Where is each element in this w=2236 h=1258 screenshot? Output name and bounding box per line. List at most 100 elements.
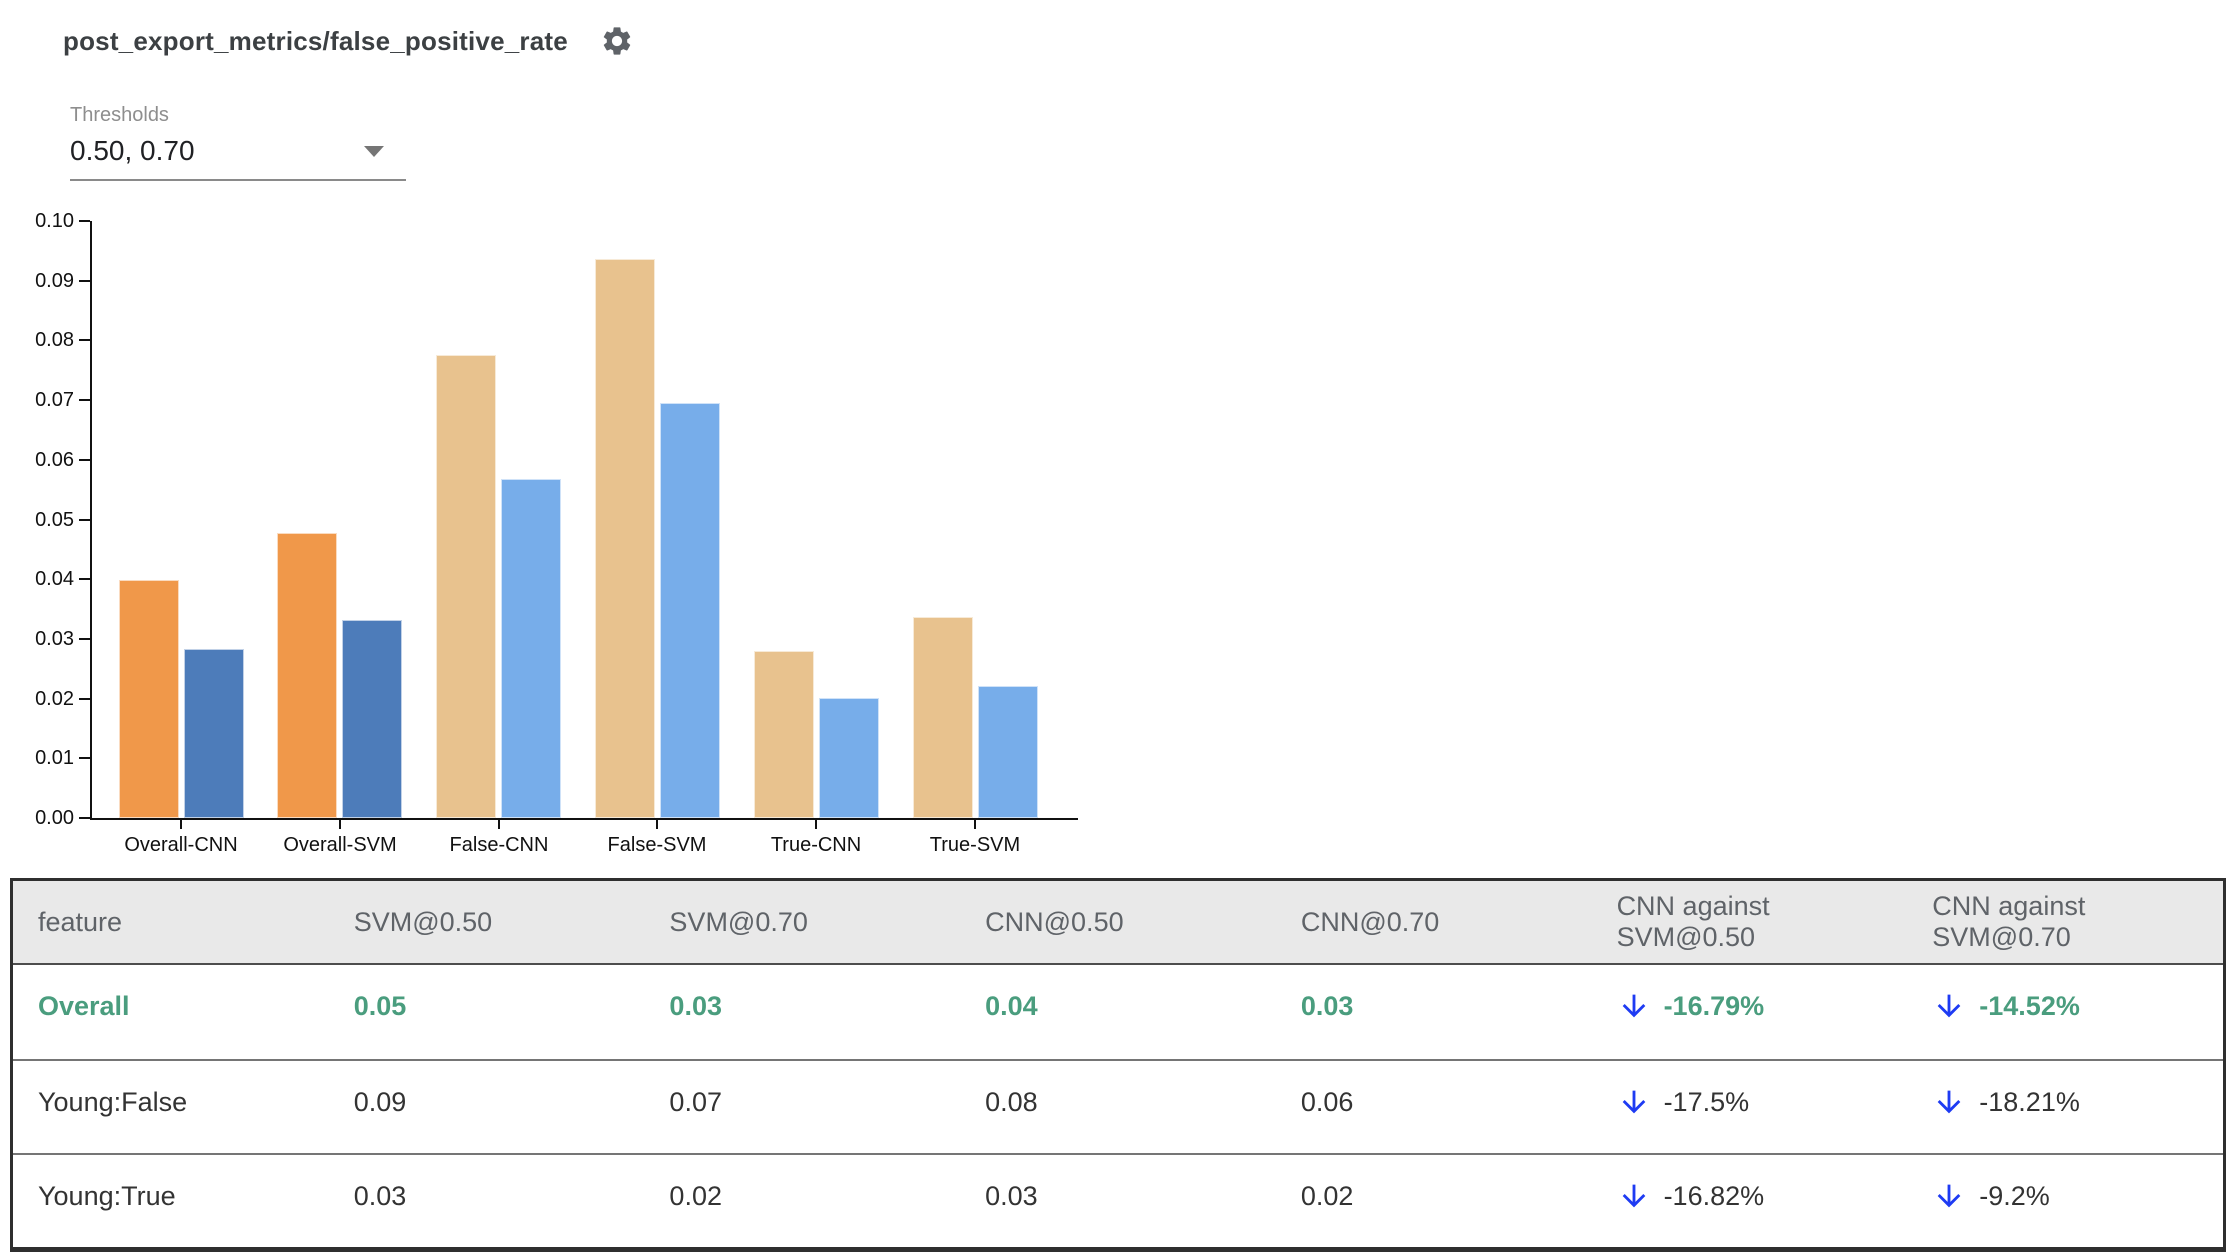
y-axis-tick-mark xyxy=(79,637,90,640)
y-axis-tick-label: 0.09 xyxy=(35,269,74,292)
bar-False-CNN-threshold-0.50[interactable] xyxy=(436,355,496,818)
arrow-down-icon xyxy=(1622,1090,1645,1114)
thresholds-label: Thresholds xyxy=(70,104,169,126)
header: post_export_metrics/false_positive_rate xyxy=(63,24,634,58)
x-axis-tick-mark xyxy=(180,820,182,829)
y-axis-tick-label: 0.05 xyxy=(35,508,74,531)
feature-cell: Young:True xyxy=(38,1181,176,1211)
bar-True-SVM-threshold-0.70[interactable] xyxy=(978,686,1038,818)
delta-cell: -16.82% xyxy=(1592,1155,1908,1247)
col-header-feature: feature xyxy=(38,906,123,937)
arrow-down-icon xyxy=(1937,1184,1961,1208)
x-axis-tick-mark xyxy=(815,820,817,829)
value-cell: 0.09 xyxy=(353,1087,407,1117)
x-axis-category-label: Overall-SVM xyxy=(283,834,397,856)
x-axis-tick-mark xyxy=(656,820,658,829)
feature-cell: Overall xyxy=(38,991,130,1021)
y-axis-tick-mark xyxy=(79,399,90,402)
feature-cell: Young:False xyxy=(38,1087,188,1117)
col-header-cnn-vs-svm-070: CNN against SVM@0.70 xyxy=(1932,891,2086,952)
y-axis-tick-label: 0.06 xyxy=(35,448,74,471)
value-cell: 0.02 xyxy=(669,1181,722,1211)
delta-value: -16.79% xyxy=(1663,991,1765,1021)
delta-cell: -17.5% xyxy=(1592,1061,1908,1153)
y-axis-tick-label: 0.07 xyxy=(35,389,74,412)
x-axis-line xyxy=(90,818,1078,820)
delta-value: -18.21% xyxy=(1979,1087,2080,1117)
y-axis-tick-mark xyxy=(79,817,90,819)
x-axis-category-label: False-SVM xyxy=(607,834,707,856)
y-axis-tick-mark xyxy=(79,757,90,760)
col-header-cnn-vs-svm-050: CNN against SVM@0.50 xyxy=(1616,891,1770,952)
y-axis-tick-mark xyxy=(79,458,90,461)
y-axis-tick-label: 0.10 xyxy=(35,210,74,232)
arrow-down-icon xyxy=(1622,994,1645,1018)
table-row-young-false: Young:False 0.09 0.07 0.08 0.06 -17.5% -… xyxy=(13,1059,2223,1153)
col-header-cnn-070: CNN@0.70 xyxy=(1300,906,1440,937)
gear-icon xyxy=(603,27,631,55)
thresholds-value: 0.50, 0.70 xyxy=(70,135,195,166)
bar-Overall-SVM-threshold-0.50[interactable] xyxy=(277,533,337,818)
value-cell: 0.03 xyxy=(669,991,722,1021)
thresholds-control: Thresholds 0.50, 0.70 xyxy=(70,104,406,181)
delta-value: -16.82% xyxy=(1663,1181,1765,1211)
bar-False-CNN-threshold-0.70[interactable] xyxy=(501,479,561,818)
bar-chart: 0.00 0.01 0.02 0.03 0.04 0.05 0.06 0.07 0.08 0.09… xyxy=(0,0,1120,880)
bar-False-SVM-threshold-0.70[interactable] xyxy=(660,403,720,818)
x-axis-category-label: False-CNN xyxy=(449,834,549,856)
y-axis-line xyxy=(90,221,92,820)
col-header-cnn-050: CNN@0.50 xyxy=(985,906,1124,937)
delta-value: -17.5% xyxy=(1663,1087,1750,1117)
y-axis-tick-label: 0.04 xyxy=(35,568,74,591)
bar-Overall-CNN-threshold-0.50[interactable] xyxy=(119,580,179,818)
value-cell: 0.07 xyxy=(669,1087,722,1117)
arrow-down-icon xyxy=(1937,1090,1961,1114)
delta-cell: -18.21% xyxy=(1907,1061,2223,1153)
value-cell: 0.03 xyxy=(1300,991,1354,1021)
y-axis-tick-label: 0.02 xyxy=(35,687,74,710)
table-row-young-true: Young:True 0.03 0.02 0.03 0.02 -16.82% -… xyxy=(13,1153,2223,1247)
x-axis-category-label: Overall-CNN xyxy=(124,834,238,856)
y-axis-tick-mark xyxy=(79,578,90,581)
settings-gear-button[interactable] xyxy=(600,24,634,58)
delta-value: -14.52% xyxy=(1979,991,2080,1021)
value-cell: 0.08 xyxy=(985,1087,1038,1117)
y-axis-tick-mark xyxy=(79,220,90,222)
delta-cell: -9.2% xyxy=(1907,1155,2223,1247)
thresholds-select[interactable]: 0.50, 0.70 xyxy=(70,133,406,181)
bar-True-CNN-threshold-0.50[interactable] xyxy=(754,651,814,818)
value-cell: 0.06 xyxy=(1300,1087,1354,1117)
value-cell: 0.03 xyxy=(353,1181,407,1211)
arrow-down-icon xyxy=(1937,994,1961,1018)
bar-True-SVM-threshold-0.50[interactable] xyxy=(913,617,973,818)
arrow-down-icon xyxy=(1622,1184,1645,1208)
y-axis-tick-mark xyxy=(79,339,90,342)
page-title: post_export_metrics/false_positive_rate xyxy=(63,25,568,56)
metrics-table: feature SVM@0.50 SVM@0.70 CNN@0.50 CNN@0… xyxy=(10,878,2226,1252)
value-cell: 0.04 xyxy=(985,991,1038,1021)
col-header-svm-070: SVM@0.70 xyxy=(669,906,808,937)
x-axis-tick-mark xyxy=(339,820,341,829)
delta-cell: -14.52% xyxy=(1907,965,2223,1059)
value-cell: 0.03 xyxy=(985,1181,1038,1211)
x-axis-category-label: True-SVM xyxy=(929,834,1021,856)
bar-Overall-SVM-threshold-0.70[interactable] xyxy=(342,620,402,818)
chevron-down-icon xyxy=(364,145,384,157)
x-axis-tick-mark xyxy=(974,820,976,829)
bar-Overall-CNN-threshold-0.70[interactable] xyxy=(184,649,244,818)
x-axis-tick-mark xyxy=(498,820,500,829)
y-axis-tick-mark xyxy=(79,697,90,700)
y-axis-tick-label: 0.08 xyxy=(35,329,74,352)
delta-value: -9.2% xyxy=(1979,1181,2050,1211)
value-cell: 0.02 xyxy=(1300,1181,1354,1211)
y-axis-tick-label: 0.00 xyxy=(35,807,74,829)
bar-True-CNN-threshold-0.70[interactable] xyxy=(819,698,879,818)
bar-False-SVM-threshold-0.50[interactable] xyxy=(595,259,655,818)
table-header-row: feature SVM@0.50 SVM@0.70 CNN@0.50 CNN@0… xyxy=(13,881,2223,965)
y-axis-tick-label: 0.01 xyxy=(35,747,74,770)
table-row-overall: Overall 0.05 0.03 0.04 0.03 -16.79% -14.… xyxy=(13,965,2223,1059)
col-header-svm-050: SVM@0.50 xyxy=(353,906,493,937)
y-axis-tick-label: 0.03 xyxy=(35,627,74,650)
delta-cell: -16.79% xyxy=(1592,965,1908,1059)
